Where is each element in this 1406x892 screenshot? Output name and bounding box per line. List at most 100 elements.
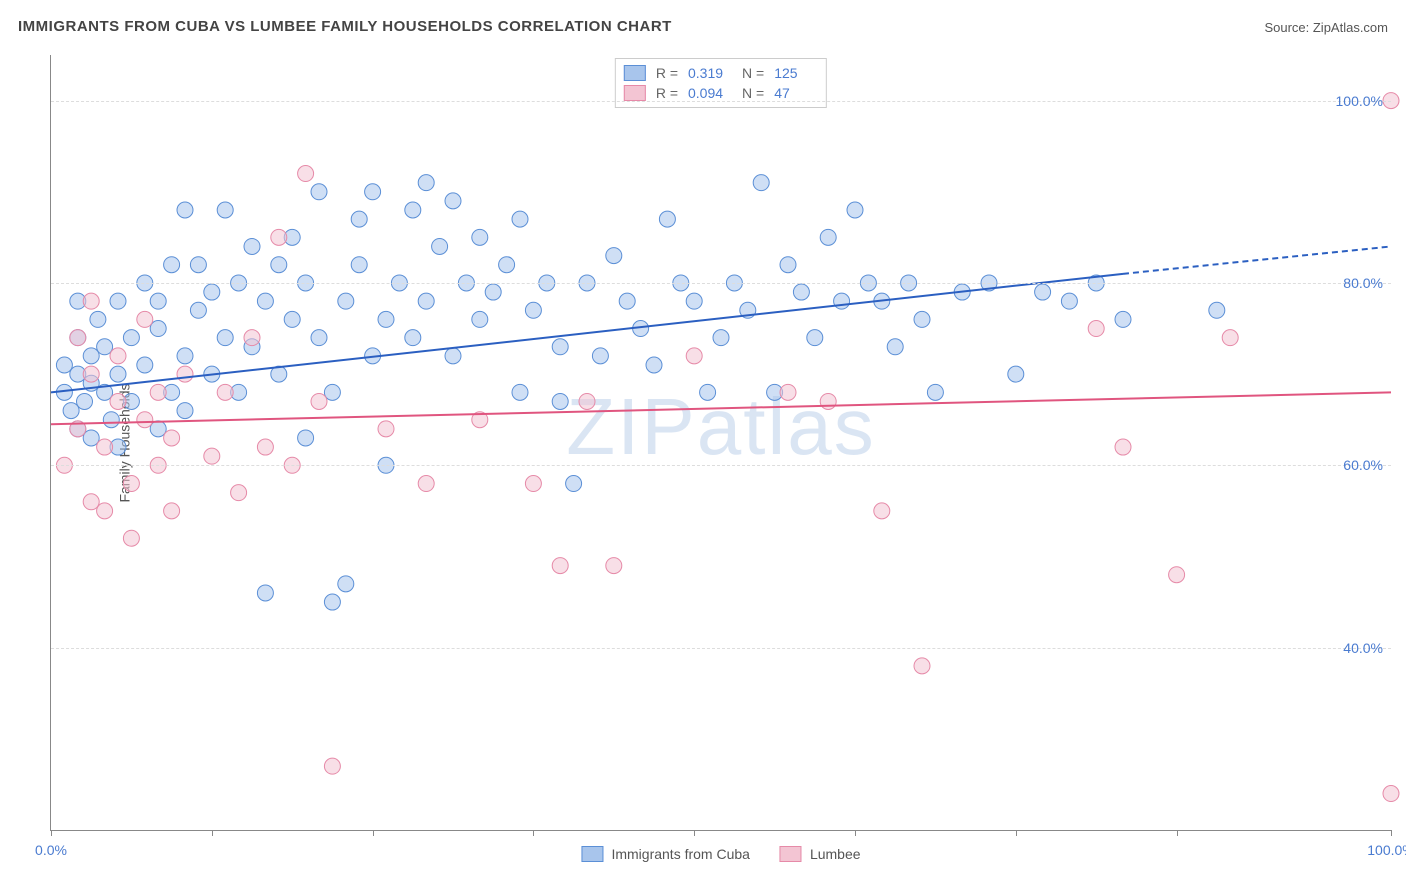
data-point [137,357,153,373]
data-point [190,302,206,318]
data-point [834,293,850,309]
legend-label: Lumbee [810,846,861,862]
data-point [77,393,93,409]
data-point [485,284,501,300]
data-point [298,430,314,446]
x-tick [212,830,213,836]
data-point [1115,439,1131,455]
data-point [97,439,113,455]
data-point [83,293,99,309]
data-point [97,503,113,519]
data-point [311,330,327,346]
data-point [351,257,367,273]
data-point [1035,284,1051,300]
data-point [83,348,99,364]
x-tick [1391,830,1392,836]
data-point [1383,786,1399,802]
data-point [512,211,528,227]
data-point [874,503,890,519]
data-point [418,175,434,191]
data-point [713,330,729,346]
gridline [51,648,1391,649]
data-point [110,366,126,382]
data-point [378,421,394,437]
data-point [164,503,180,519]
data-point [927,384,943,400]
data-point [257,293,273,309]
data-point [217,384,233,400]
data-point [445,193,461,209]
data-point [1008,366,1024,382]
data-point [311,184,327,200]
data-point [592,348,608,364]
data-point [525,476,541,492]
x-tick [1016,830,1017,836]
y-tick-label: 100.0% [1336,93,1383,109]
data-point [204,448,220,464]
data-point [552,393,568,409]
data-point [606,248,622,264]
data-point [56,357,72,373]
x-tick [533,830,534,836]
gridline [51,101,1391,102]
data-point [63,403,79,419]
data-point [847,202,863,218]
legend-item: Immigrants from Cuba [581,846,749,862]
data-point [271,257,287,273]
data-point [432,238,448,254]
data-point [123,330,139,346]
data-point [338,293,354,309]
data-point [70,330,86,346]
data-point [217,330,233,346]
data-point [552,558,568,574]
data-point [204,284,220,300]
data-point [177,403,193,419]
data-point [820,393,836,409]
data-point [324,594,340,610]
legend-bottom: Immigrants from Cuba Lumbee [581,846,860,862]
legend-swatch [581,846,603,862]
data-point [405,330,421,346]
data-point [83,494,99,510]
chart-svg [51,55,1391,830]
data-point [914,311,930,327]
data-point [83,366,99,382]
data-point [525,302,541,318]
data-point [137,311,153,327]
data-point [1169,567,1185,583]
x-tick [373,830,374,836]
source-label: Source: [1264,20,1312,35]
data-point [807,330,823,346]
data-point [90,311,106,327]
legend-label: Immigrants from Cuba [611,846,749,862]
y-tick-label: 60.0% [1343,457,1383,473]
data-point [177,366,193,382]
data-point [150,293,166,309]
data-point [780,384,796,400]
data-point [150,384,166,400]
data-point [378,311,394,327]
data-point [780,257,796,273]
data-point [1115,311,1131,327]
data-point [298,166,314,182]
data-point [123,530,139,546]
data-point [753,175,769,191]
data-point [1061,293,1077,309]
x-tick-label: 0.0% [35,842,67,858]
data-point [83,430,99,446]
data-point [271,229,287,245]
data-point [164,430,180,446]
data-point [700,384,716,400]
data-point [793,284,809,300]
data-point [110,293,126,309]
data-point [499,257,515,273]
gridline [51,283,1391,284]
data-point [284,311,300,327]
data-point [472,229,488,245]
data-point [177,348,193,364]
data-point [659,211,675,227]
source-name: ZipAtlas.com [1313,20,1388,35]
x-tick [694,830,695,836]
legend-item: Lumbee [780,846,861,862]
data-point [324,384,340,400]
